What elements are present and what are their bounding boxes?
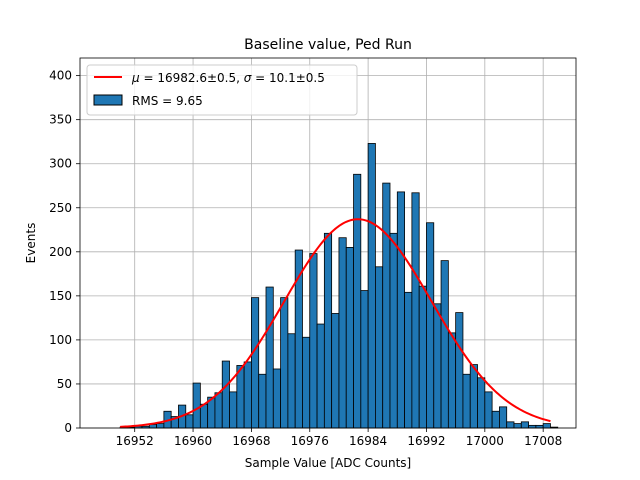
histogram-bar [302,336,311,429]
x-axis-ticks: 16952 16960 16968 16976 16984 16992 17000 17008 [116,428,562,448]
histogram-bar [382,182,391,429]
legend-fit-label: μ = 16982.6±0.5, σ = 10.1±0.5 [131,71,325,85]
histogram-bar [418,285,427,429]
legend-box [86,64,358,116]
histogram-bar [469,364,478,429]
histogram-bar [491,410,500,429]
histogram-bar [367,143,376,429]
x-tick-label: 16952 [116,434,154,448]
histogram-bar [258,373,267,429]
histogram-bar [214,392,223,429]
histogram-bar [199,403,209,429]
histogram-bar [447,332,457,429]
histogram-bar [280,297,289,429]
y-tick-label: 150 [49,289,72,303]
histogram-bar [462,373,471,429]
histogram-bar [506,421,515,429]
histogram-bar [477,377,486,429]
legend-mu-symbol: μ [131,71,140,85]
histogram-bar [520,421,529,429]
legend-mu-value: = 16982.6±0.5, [140,71,244,85]
histogram-bar [499,406,508,429]
y-tick-label: 300 [49,157,72,171]
histogram-bar [243,361,252,429]
histogram-bar [338,237,347,429]
legend-sigma-symbol: σ [244,71,252,85]
histogram-bar [309,253,318,429]
y-axis-label: Events [24,223,38,264]
legend-histogram-swatch [93,94,123,106]
gaussian-fit-curve [120,218,551,428]
x-tick-label: 17000 [466,434,504,448]
x-tick-label: 16976 [291,434,329,448]
x-tick-label: 16960 [174,434,212,448]
x-tick-label: 16984 [349,434,387,448]
x-tick-label: 16992 [407,434,445,448]
histogram-bar [323,232,333,429]
histogram-bars [119,143,559,429]
chart-title: Baseline value, Ped Run [244,37,412,53]
histogram-bar [345,247,354,429]
legend-histogram-label: RMS = 9.65 [132,94,203,108]
histogram-bar [433,303,442,429]
histogram-bar [353,173,362,429]
histogram-bar [251,297,260,429]
y-tick-label: 250 [49,201,72,215]
histogram-bar [360,290,369,429]
histogram-bar [272,368,281,429]
histogram-bar [229,391,238,429]
y-tick-label: 400 [49,69,72,83]
y-tick-label: 0 [64,421,72,435]
histogram-bar [192,382,201,429]
legend-sigma-value: = 10.1±0.5 [251,71,325,85]
histogram-bar [316,323,325,429]
histogram-bar [455,312,464,429]
plot-frame [79,57,577,429]
x-axis-label: Sample Value [ADC Counts] [245,456,411,470]
histogram-bar [396,191,405,429]
histogram-bar [440,260,449,429]
y-tick-label: 200 [49,245,72,259]
histogram-bar [156,423,165,429]
histogram-bar [185,414,194,429]
histogram-bar [411,192,420,429]
histogram-bar [513,423,522,429]
x-tick-label: 16968 [232,434,270,448]
y-axis-ticks: 0 50 100 150 200 250 300 350 400 [49,69,80,435]
histogram-bar [236,365,245,429]
histogram-bar [265,286,274,429]
histogram-bar [542,423,551,429]
histogram-bar [404,291,413,429]
y-tick-label: 350 [49,113,72,127]
histogram-bar [221,360,230,429]
histogram-bar [484,391,493,429]
histogram-bar [331,313,340,429]
histogram-bar [389,232,398,429]
histogram-bar [287,333,296,429]
histogram-bar [375,266,384,429]
histogram-bar [426,222,435,429]
x-tick-label: 17008 [524,434,562,448]
y-tick-label: 100 [49,333,72,347]
legend: μ = 16982.6±0.5, σ = 10.1±0.5 RMS = 9.65 [86,64,358,116]
y-tick-label: 50 [57,377,72,391]
